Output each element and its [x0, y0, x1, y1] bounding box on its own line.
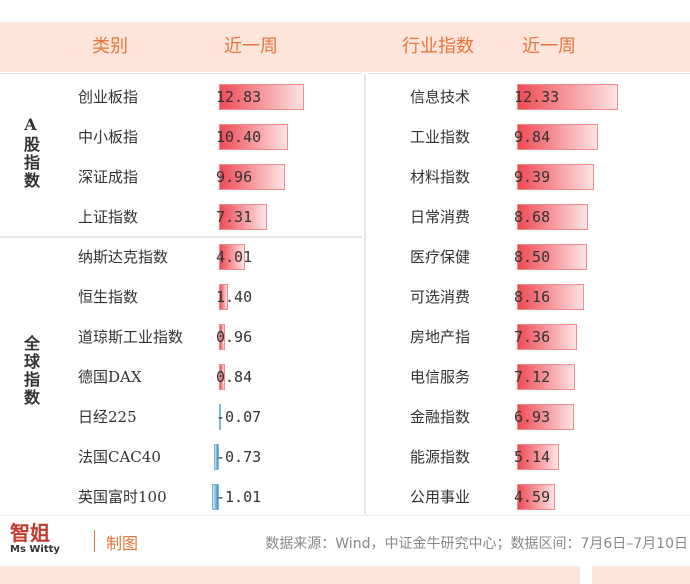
source: 数据来源：Wind，中证金牛研究中心；数据区间：7月6日–7月10日 [265, 536, 688, 552]
value-label: 7.31 [216, 208, 253, 226]
divider [0, 73, 362, 74]
bar [517, 404, 574, 430]
bar [517, 444, 560, 470]
row-name: 公用事业 [410, 488, 471, 506]
value-label: 0.84 [216, 368, 253, 386]
bar [219, 364, 225, 390]
row-name: 恒生指数 [78, 288, 139, 306]
row-name: 金融指数 [410, 408, 471, 426]
value-label: 7.12 [514, 368, 551, 386]
value-label: 8.68 [514, 208, 551, 226]
row-name: 医疗保健 [410, 248, 471, 266]
bar [517, 124, 598, 150]
row-name: 深证成指 [78, 168, 139, 186]
row-name: 法国CAC40 [78, 448, 161, 466]
bar [219, 244, 246, 270]
bar [517, 204, 589, 230]
header-cell: 近一周 [522, 36, 576, 57]
bar [214, 444, 219, 470]
logo-en: Ms Witty [10, 544, 60, 555]
row-name: 电信服务 [410, 368, 471, 386]
row-name: 材料指数 [410, 168, 471, 186]
header-cell: 类别 [92, 36, 128, 57]
bar [219, 204, 268, 230]
row-name: 可选消费 [410, 288, 471, 306]
value-label: 1.40 [216, 288, 253, 306]
group-label: 全球指数 [21, 335, 40, 407]
value-label: 0.96 [216, 328, 253, 346]
header-band [0, 22, 690, 72]
value-label: 9.84 [514, 128, 551, 146]
value-label: 5.14 [514, 448, 551, 466]
value-label: 9.96 [216, 168, 253, 186]
row-name: 日常消费 [410, 208, 471, 226]
row-name: 信息技术 [410, 88, 471, 106]
footer-band [592, 566, 690, 584]
value-label: -1.01 [216, 488, 262, 506]
separator [94, 530, 95, 552]
header-cell: 近一周 [224, 36, 278, 57]
value-label: 6.93 [514, 408, 551, 426]
value-label: 4.01 [216, 248, 253, 266]
bar [219, 84, 304, 110]
row-name: 能源指数 [410, 448, 471, 466]
footer-band [0, 566, 580, 584]
value-label: 12.83 [216, 88, 262, 106]
value-label: 12.33 [514, 88, 560, 106]
bar [517, 164, 594, 190]
value-label: 9.39 [514, 168, 551, 186]
bar [517, 484, 555, 510]
bar [517, 364, 576, 390]
value-label: -0.07 [216, 408, 262, 426]
credit: 制图 [106, 534, 139, 553]
row-name: 德国DAX [78, 368, 142, 386]
bar [517, 284, 584, 310]
divider [0, 515, 690, 516]
value-label: -0.73 [216, 448, 262, 466]
value-label: 4.59 [514, 488, 551, 506]
logo-cn: 智姐 [10, 521, 50, 545]
header-cell: 行业指数 [402, 36, 474, 57]
bar [517, 244, 587, 270]
value-label: 10.40 [216, 128, 262, 146]
bar [219, 124, 288, 150]
divider [364, 74, 366, 514]
bar [517, 324, 578, 350]
row-name: 房地产指 [410, 328, 471, 346]
row-name: 创业板指 [78, 88, 139, 106]
row-name: 道琼斯工业指数 [78, 328, 184, 346]
row-name: 中小板指 [78, 128, 139, 146]
bar [218, 404, 221, 430]
row-name: 日经225 [78, 408, 137, 426]
bar [219, 284, 229, 310]
divider [0, 236, 362, 238]
value-label: 8.50 [514, 248, 551, 266]
divider [368, 73, 690, 74]
value-label: 7.36 [514, 328, 551, 346]
bar [219, 164, 285, 190]
value-label: 8.16 [514, 288, 551, 306]
row-name: 上证指数 [78, 208, 139, 226]
bar [517, 84, 619, 110]
group-label: A股指数 [21, 115, 40, 190]
row-name: 工业指数 [410, 128, 471, 146]
bar [219, 324, 226, 350]
logo: 智姐 Ms Witty [10, 522, 80, 556]
bar [212, 484, 219, 510]
row-name: 纳斯达克指数 [78, 248, 169, 266]
row-name: 英国富时100 [78, 488, 167, 506]
